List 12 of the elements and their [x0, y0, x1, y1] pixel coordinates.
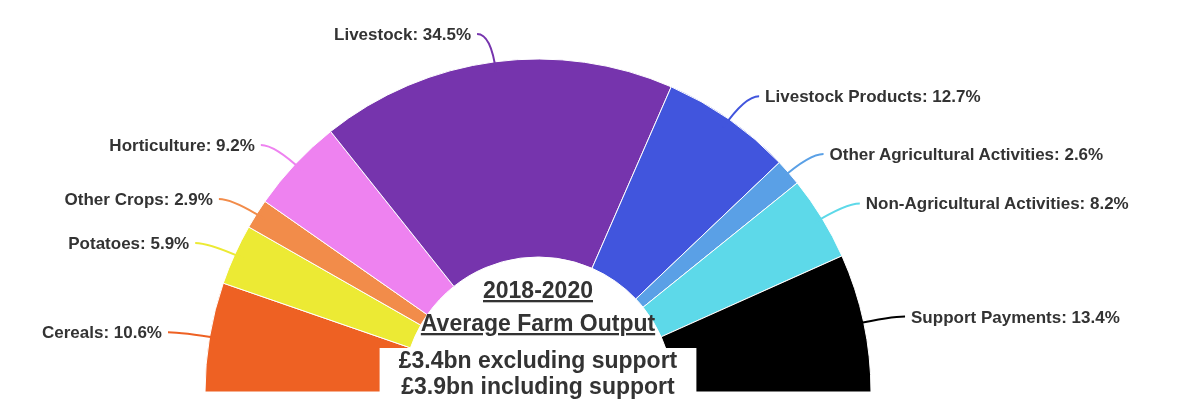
text: 2018-2020 Average Farm Output [420, 277, 656, 336]
slice-label: Potatoes: 5.9% [68, 233, 190, 253]
slice-label: Other Agricultural Activities: 2.6% [829, 145, 1104, 165]
slice-label: Horticulture: 9.2% [109, 135, 255, 155]
slice-label: Livestock Products: 12.7% [765, 87, 981, 107]
slice-label: Cereals: 10.6% [41, 323, 162, 343]
slice-label: Livestock: 34.5% [334, 25, 472, 45]
slice-label: Other Crops: 2.9% [64, 190, 213, 209]
slice-label: Support Payments: 13.4% [911, 307, 1120, 327]
text: £3.4bn excluding support [398, 347, 678, 373]
text: £3.9bn including support [401, 373, 676, 399]
slice-label: Non-Agricultural Activities: 8.2% [865, 194, 1129, 214]
